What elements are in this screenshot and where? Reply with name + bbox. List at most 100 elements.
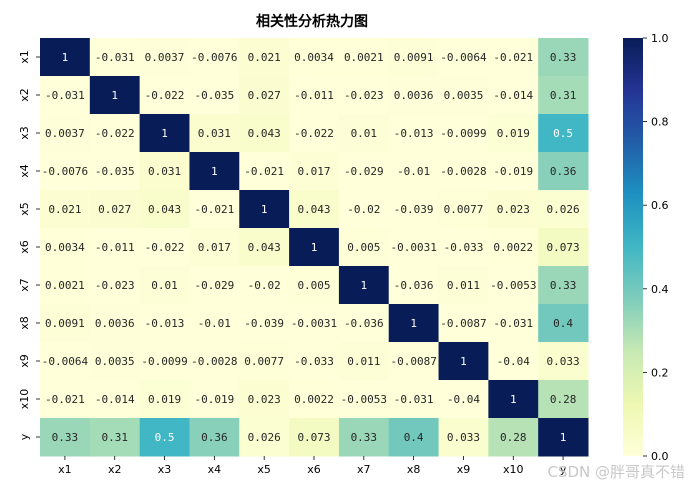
heatmap-cell-label: -0.035 — [194, 89, 234, 102]
heatmap-cell — [139, 380, 190, 419]
x-tick-label: x9 — [457, 463, 471, 476]
heatmap-cell — [338, 38, 390, 77]
heatmap-cell-label: -0.023 — [95, 279, 135, 292]
heatmap-cell-label: -0.0053 — [341, 393, 387, 406]
heatmap-cell-label: -0.031 — [493, 317, 533, 330]
heatmap-cell — [488, 380, 539, 419]
heatmap-cell-label: -0.01 — [397, 165, 430, 178]
heatmap-cell-label: -0.029 — [344, 165, 384, 178]
heatmap-cell — [289, 38, 340, 77]
heatmap-cell-label: -0.039 — [244, 317, 284, 330]
heatmap-cell-label: -0.0099 — [440, 127, 486, 140]
heatmap-cell-label: -0.0053 — [490, 279, 536, 292]
heatmap-cell-label: 0.36 — [201, 431, 228, 444]
heatmap-cell — [89, 418, 141, 457]
heatmap-cell-label: -0.022 — [294, 127, 334, 140]
heatmap-cell — [89, 342, 141, 381]
heatmap-cell-label: 0.4 — [553, 317, 573, 330]
heatmap-cell — [388, 114, 440, 153]
heatmap-cell — [388, 76, 440, 115]
heatmap-cell — [239, 38, 290, 77]
heatmap-cell — [338, 342, 390, 381]
heatmap-cell — [438, 38, 489, 77]
heatmap-cell — [239, 228, 290, 267]
heatmap-cell-label: 0.36 — [550, 165, 577, 178]
heatmap-cell — [388, 190, 440, 229]
x-tick-label: x7 — [357, 463, 371, 476]
heatmap-cell-label: -0.04 — [497, 355, 530, 368]
heatmap-cell-label: 0.0037 — [45, 127, 85, 140]
heatmap-cell-label: -0.0099 — [141, 355, 187, 368]
heatmap-cell — [338, 152, 390, 191]
heatmap-cell-label: 0.017 — [297, 165, 330, 178]
chart-title: 相关性分析热力图 — [256, 13, 368, 30]
heatmap-cell-label: 0.0035 — [95, 355, 135, 368]
heatmap-cell — [438, 342, 489, 381]
heatmap-cell-label: 0.0091 — [45, 317, 85, 330]
heatmap-cell-label: 1 — [211, 165, 218, 178]
heatmap-cell — [538, 304, 589, 343]
heatmap-cell — [239, 76, 290, 115]
heatmap-cell-label: -0.011 — [95, 241, 135, 254]
heatmap-cell — [139, 266, 190, 305]
heatmap-cell-label: 0.023 — [497, 203, 530, 216]
heatmap-cell-label: -0.019 — [194, 393, 234, 406]
heatmap-cell — [289, 418, 340, 457]
heatmap-cell-label: 0.023 — [248, 393, 281, 406]
heatmap-cell-label: -0.0028 — [191, 355, 237, 368]
heatmap-cell — [239, 266, 290, 305]
colorbar-tick-label: 0.2 — [651, 366, 669, 379]
heatmap-cell — [189, 114, 240, 153]
heatmap-cell — [89, 76, 141, 115]
heatmap-cell — [239, 418, 290, 457]
heatmap-cell-label: -0.031 — [45, 89, 85, 102]
heatmap-cell — [40, 342, 91, 381]
heatmap-cell-label: 0.043 — [248, 241, 281, 254]
heatmap-cell — [189, 38, 240, 77]
heatmap-cell-label: -0.014 — [493, 89, 533, 102]
heatmap-cell-label: 0.043 — [248, 127, 281, 140]
heatmap-cell — [40, 266, 91, 305]
heatmap-cell-label: 0.0034 — [294, 51, 334, 64]
heatmap-cell — [89, 228, 141, 267]
y-tick-label: x6 — [18, 240, 31, 254]
heatmap-cell — [89, 190, 141, 229]
heatmap-cell-label: -0.021 — [244, 165, 284, 178]
heatmap-cell-label: 0.031 — [148, 165, 181, 178]
y-tick-label: x7 — [18, 278, 31, 292]
heatmap-cell-label: -0.04 — [447, 393, 480, 406]
heatmap-cell-label: -0.023 — [344, 89, 384, 102]
heatmap-cell — [438, 190, 489, 229]
heatmap-cell-label: 0.019 — [148, 393, 181, 406]
heatmap-cell-labels: 1 -0.031 0.0037 -0.0076 0.021 0.0034 0.0021 0.0… — [42, 51, 580, 444]
heatmap-cell — [239, 342, 290, 381]
heatmap-cell-label: 0.0021 — [344, 51, 384, 64]
heatmap-cell-label: -0.021 — [45, 393, 85, 406]
heatmap-cell-label: -0.022 — [145, 241, 185, 254]
heatmap-cell — [40, 114, 91, 153]
heatmap-cell-label: -0.021 — [194, 203, 234, 216]
heatmap-cell-label: -0.0076 — [191, 51, 237, 64]
heatmap-cell-label: -0.021 — [493, 51, 533, 64]
heatmap-cell — [438, 228, 489, 267]
y-tick-label: x1 — [18, 50, 31, 64]
heatmap-cell-label: 0.0037 — [145, 51, 185, 64]
x-tick-label: y — [560, 463, 567, 476]
heatmap-cell-label: -0.011 — [294, 89, 334, 102]
heatmap-cell — [388, 152, 440, 191]
heatmap-cell-label: 0.33 — [550, 279, 577, 292]
heatmap-cell — [388, 418, 440, 457]
heatmap-cell-label: 1 — [560, 431, 567, 444]
heatmap-cell-label: 1 — [62, 51, 69, 64]
y-tick-label: x10 — [18, 389, 31, 410]
heatmap-cell — [488, 418, 539, 457]
heatmap-cell — [40, 38, 91, 77]
heatmap-cell-label: 0.021 — [48, 203, 81, 216]
heatmap-cell — [40, 152, 91, 191]
heatmap-cell-label: -0.02 — [347, 203, 380, 216]
heatmap-cell — [438, 114, 489, 153]
heatmap-cell — [289, 304, 340, 343]
heatmap-cell — [488, 114, 539, 153]
heatmap-cell — [289, 380, 340, 419]
heatmap-cell — [488, 38, 539, 77]
